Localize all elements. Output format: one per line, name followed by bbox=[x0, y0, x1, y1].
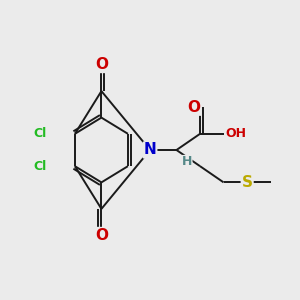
Text: N: N bbox=[144, 142, 156, 158]
Text: O: O bbox=[95, 57, 108, 72]
Text: O: O bbox=[188, 100, 201, 115]
Text: O: O bbox=[95, 228, 108, 243]
Text: H: H bbox=[182, 155, 192, 168]
Text: Cl: Cl bbox=[34, 127, 47, 140]
Text: S: S bbox=[242, 175, 253, 190]
Text: OH: OH bbox=[225, 127, 246, 140]
Text: Cl: Cl bbox=[34, 160, 47, 173]
